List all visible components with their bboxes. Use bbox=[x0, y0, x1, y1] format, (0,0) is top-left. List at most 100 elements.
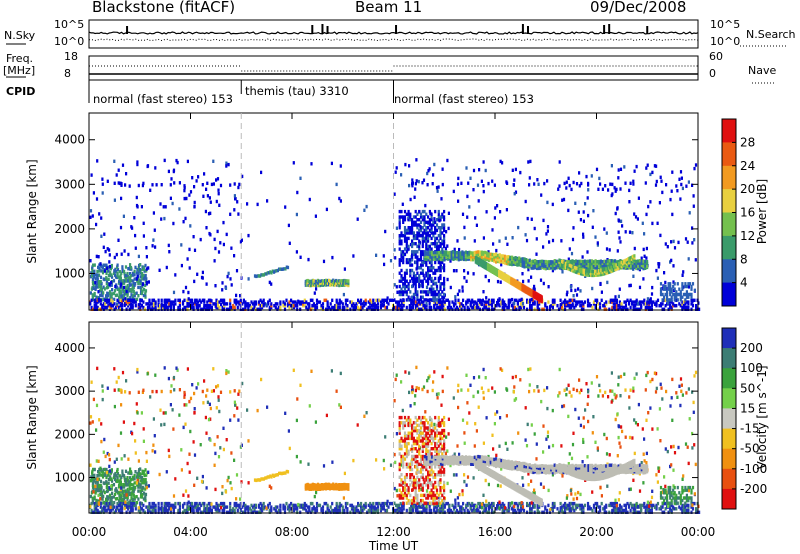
power-cell bbox=[142, 265, 145, 270]
power-cell bbox=[519, 302, 523, 306]
power-cell bbox=[152, 298, 156, 302]
velocity-cell bbox=[203, 507, 206, 511]
power-cell bbox=[123, 272, 126, 276]
velocity-cell bbox=[580, 503, 583, 508]
power-cell bbox=[543, 259, 546, 264]
power-cell bbox=[487, 181, 490, 186]
power-cell bbox=[117, 238, 120, 242]
power-cell bbox=[207, 305, 210, 310]
velocity-cell bbox=[302, 503, 305, 508]
power-cell bbox=[608, 307, 611, 311]
power-cell bbox=[506, 305, 509, 310]
power-cell bbox=[144, 275, 147, 280]
power-cell bbox=[417, 298, 421, 302]
power-cell bbox=[521, 302, 525, 306]
power-cell bbox=[525, 262, 528, 266]
power-cell bbox=[501, 300, 504, 304]
velocity-cell bbox=[96, 503, 99, 508]
power-cell bbox=[412, 271, 415, 275]
power-cell bbox=[596, 269, 599, 273]
velocity-cell bbox=[414, 503, 417, 508]
velocity-cell bbox=[121, 510, 124, 514]
power-cell bbox=[577, 300, 580, 304]
power-cell bbox=[104, 302, 107, 306]
power-cell bbox=[403, 284, 407, 289]
power-cell bbox=[586, 250, 589, 254]
power-cell bbox=[621, 307, 625, 311]
power-cell bbox=[398, 292, 401, 297]
velocity-cell bbox=[285, 501, 288, 506]
power-cell bbox=[506, 181, 509, 185]
power-cell bbox=[597, 271, 600, 275]
velocity-cell bbox=[242, 510, 245, 514]
power-cell bbox=[91, 214, 94, 218]
power-cell bbox=[296, 307, 299, 311]
power-cell bbox=[443, 258, 446, 262]
velocity-cell bbox=[526, 501, 529, 506]
velocity-cell bbox=[130, 478, 133, 482]
power-cell bbox=[640, 300, 643, 304]
power-cell bbox=[539, 266, 542, 270]
power-cell bbox=[443, 279, 446, 283]
power-cell bbox=[434, 260, 437, 265]
power-cell bbox=[262, 304, 265, 308]
velocity-cell bbox=[204, 507, 207, 511]
power-cell bbox=[638, 285, 642, 290]
velocity-cell bbox=[545, 508, 548, 513]
power-cell bbox=[292, 161, 295, 165]
power-cell bbox=[541, 259, 544, 263]
power-cell bbox=[344, 302, 347, 306]
power-cell bbox=[513, 301, 516, 305]
power-cell bbox=[509, 260, 512, 264]
velocity-cell bbox=[144, 477, 147, 482]
power-cell bbox=[672, 280, 675, 284]
power-cell bbox=[466, 305, 469, 310]
power-cell bbox=[462, 304, 465, 308]
power-cell bbox=[99, 307, 102, 311]
power-cell bbox=[509, 262, 512, 266]
power-cell bbox=[601, 268, 604, 272]
velocity-cell bbox=[105, 501, 108, 506]
velocity-cell bbox=[105, 483, 109, 487]
power-cell bbox=[464, 255, 467, 259]
power-cell bbox=[470, 258, 473, 262]
power-cell bbox=[634, 304, 637, 308]
power-cell bbox=[178, 307, 181, 311]
power-cell bbox=[687, 302, 690, 306]
power-cell bbox=[578, 269, 581, 274]
power-cell bbox=[160, 305, 163, 310]
velocity-cell bbox=[314, 510, 317, 514]
power-cell bbox=[536, 305, 539, 310]
velocity-cell bbox=[471, 501, 474, 506]
power-cell bbox=[205, 282, 208, 286]
power-cell bbox=[576, 261, 579, 266]
velocity-cell bbox=[184, 508, 188, 513]
power-cell bbox=[519, 257, 523, 261]
velocity-cell bbox=[142, 497, 145, 501]
power-cell bbox=[651, 285, 654, 290]
velocity-cell bbox=[468, 501, 471, 506]
power-cell bbox=[435, 284, 439, 289]
power-cell bbox=[496, 259, 499, 264]
power-cell bbox=[460, 302, 463, 306]
velocity-cell bbox=[513, 510, 516, 514]
power-cell bbox=[513, 298, 516, 302]
power-cell bbox=[123, 279, 126, 283]
power-cell bbox=[530, 275, 533, 279]
power-cell bbox=[621, 264, 625, 268]
power-cell bbox=[400, 255, 403, 259]
velocity-cell bbox=[142, 508, 145, 513]
power-cell bbox=[638, 302, 641, 306]
power-cell bbox=[432, 223, 435, 227]
power-cell bbox=[544, 259, 547, 264]
power-cell bbox=[642, 247, 645, 252]
power-cell bbox=[201, 307, 204, 311]
power-cell bbox=[373, 307, 376, 311]
power-cell bbox=[608, 248, 611, 252]
power-cell bbox=[402, 215, 405, 219]
power-cell bbox=[452, 302, 456, 306]
velocity-cell bbox=[344, 505, 347, 509]
velocity-cell bbox=[100, 485, 103, 489]
power-cell bbox=[443, 284, 446, 289]
power-cell bbox=[258, 307, 261, 311]
